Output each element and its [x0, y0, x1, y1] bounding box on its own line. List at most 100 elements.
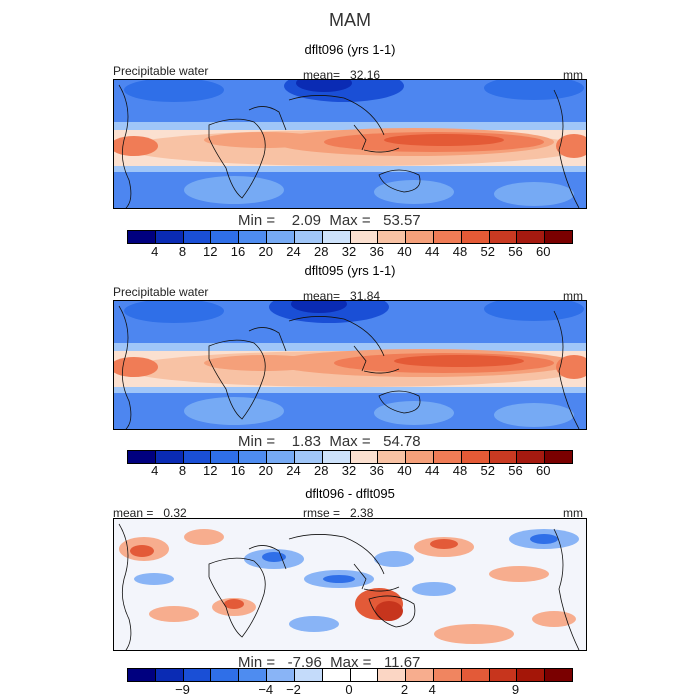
panel-1-field-label: Precipitable water [113, 64, 209, 78]
colorbar-tick-label: 9 [511, 682, 520, 697]
colorbar-tick-label: 32 [341, 244, 357, 259]
colorbar-tick-label: 28 [314, 463, 329, 478]
panel-2-mean-label: mean= 31.84 [303, 289, 381, 303]
colorbar-tick-label: −9 [175, 682, 190, 697]
colorbar-tick-label: 32 [341, 463, 357, 478]
colorbar-segment [406, 231, 434, 243]
colorbar-tick-label: 4 [428, 682, 436, 697]
colorbar-segment [545, 451, 572, 463]
colorbar-segment [183, 231, 212, 243]
panel-3-field-plot [114, 519, 586, 650]
panel-1-mean-label: mean= 32.16 [303, 68, 381, 82]
colorbar-segment [322, 669, 351, 681]
panel-3-rmse-label: rmse = 2.38 [303, 506, 374, 520]
colorbar-segment [183, 451, 212, 463]
colorbar-tick-label: 12 [203, 463, 218, 478]
colorbar-segment [461, 231, 490, 243]
panel-3-colorbar [127, 668, 573, 682]
panel-2-field-label: Precipitable water [113, 285, 209, 299]
colorbar-segment [350, 669, 379, 681]
colorbar-segment [545, 231, 572, 243]
colorbar-tick-label: 20 [258, 244, 273, 259]
colorbar-tick-label: 44 [425, 463, 440, 478]
panel-1-units: mm [563, 68, 583, 82]
colorbar-tick-label: 8 [178, 244, 187, 259]
colorbar-segment [211, 451, 240, 463]
panel-3-title: dflt096 - dflt095 [305, 486, 395, 501]
colorbar-segment [267, 451, 295, 463]
colorbar-tick-label: 44 [425, 244, 440, 259]
panel-1-colorbar-ticks: 4 8 12 16 20 24 28 32 36 40 44 48 52 56 60 [127, 244, 571, 260]
colorbar-tick-label: 48 [452, 244, 468, 259]
colorbar-segment [128, 231, 156, 243]
colorbar-segment [239, 231, 268, 243]
colorbar-segment [489, 451, 518, 463]
panel-3-colorbar-ticks: −9 −4 −2 0 2 4 9 [127, 682, 571, 698]
season-title: MAM [329, 10, 371, 30]
panel-1-min-max: Min = 2.09 Max = 53.57 [238, 212, 421, 229]
colorbar-segment [267, 231, 295, 243]
colorbar-tick-label: 40 [397, 463, 412, 478]
colorbar-segment [155, 451, 184, 463]
colorbar-segment [294, 669, 323, 681]
colorbar-segment [489, 669, 518, 681]
panel-2-min-max: Min = 1.83 Max = 54.78 [238, 433, 421, 450]
colorbar-segment [350, 231, 379, 243]
colorbar-tick-label: 40 [397, 244, 412, 259]
colorbar-segment [211, 669, 240, 681]
colorbar-tick-label: 4 [151, 244, 159, 259]
colorbar-tick-label: 24 [286, 244, 301, 259]
colorbar-segment [433, 669, 462, 681]
colorbar-segment [155, 669, 184, 681]
colorbar-tick-label: 8 [178, 463, 187, 478]
colorbar-segment [350, 451, 379, 463]
colorbar-tick-label: 4 [151, 463, 159, 478]
colorbar-tick-label: 36 [369, 463, 384, 478]
panel-1-colorbar [127, 230, 573, 244]
colorbar-segment [294, 231, 323, 243]
panel-3-mean-label: mean = 0.32 [113, 506, 187, 520]
panel-2-title: dflt095 (yrs 1-1) [304, 263, 396, 278]
panel-1-field-plot [114, 80, 586, 208]
colorbar-segment [155, 231, 184, 243]
colorbar-segment [294, 451, 323, 463]
colorbar-segment [378, 669, 407, 681]
colorbar-tick-label: 28 [314, 244, 329, 259]
colorbar-segment [406, 669, 434, 681]
panel-2-colorbar-ticks: 4 8 12 16 20 24 28 32 36 40 44 48 52 56 60 [127, 463, 571, 479]
colorbar-tick-label: 52 [480, 463, 495, 478]
colorbar-segment [378, 231, 407, 243]
colorbar-tick-label: −4 [258, 682, 274, 697]
colorbar-segment [267, 669, 295, 681]
panel-3-units: mm [563, 506, 583, 520]
colorbar-segment [322, 451, 351, 463]
colorbar-segment [433, 451, 462, 463]
colorbar-segment [461, 451, 490, 463]
colorbar-tick-label: 2 [400, 682, 409, 697]
colorbar-segment [239, 669, 268, 681]
colorbar-segment [517, 231, 546, 243]
colorbar-tick-label: 48 [452, 463, 468, 478]
colorbar-tick-label: 36 [369, 244, 384, 259]
colorbar-segment [211, 231, 240, 243]
colorbar-segment [128, 451, 156, 463]
colorbar-tick-label: 56 [508, 244, 523, 259]
panel-2-map [113, 300, 587, 430]
colorbar-tick-label: −2 [286, 682, 301, 697]
colorbar-segment [433, 231, 462, 243]
colorbar-segment [517, 451, 546, 463]
colorbar-segment [239, 451, 268, 463]
colorbar-segment [406, 451, 434, 463]
panel-3-map [113, 518, 587, 651]
panel-1-title: dflt096 (yrs 1-1) [304, 42, 396, 57]
colorbar-tick-label: 20 [258, 463, 273, 478]
panel-2-units: mm [563, 289, 583, 303]
panel-3-min-max: Min = -7.96 Max = 11.67 [238, 654, 421, 671]
colorbar-tick-label: 24 [286, 463, 301, 478]
colorbar-segment [489, 231, 518, 243]
colorbar-tick-label: 16 [230, 463, 246, 478]
colorbar-tick-label: 16 [230, 244, 246, 259]
panel-2-colorbar [127, 450, 573, 464]
colorbar-tick-label: 56 [508, 463, 523, 478]
colorbar-tick-label: 12 [203, 244, 218, 259]
